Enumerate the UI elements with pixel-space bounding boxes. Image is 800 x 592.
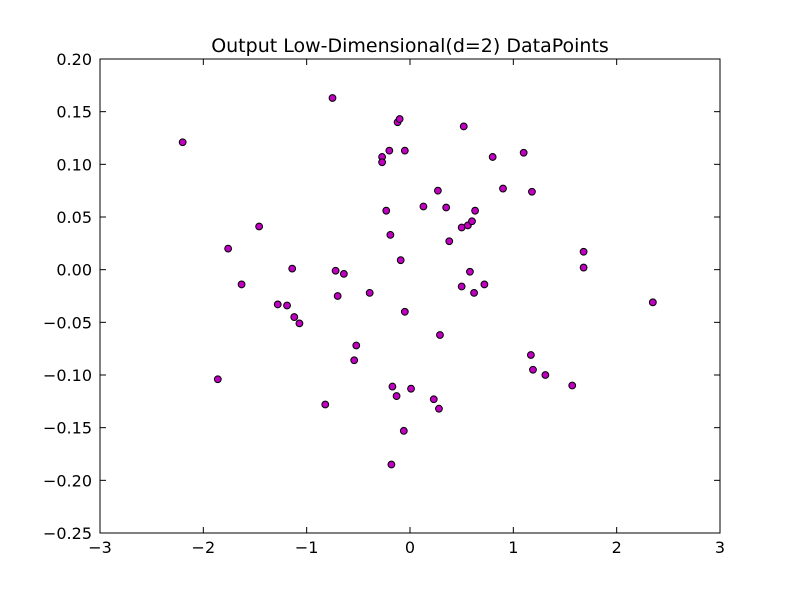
y-tick-label: −0.25	[43, 524, 92, 543]
data-point	[399, 426, 408, 435]
data-point	[541, 371, 550, 379]
data-point	[213, 375, 222, 384]
y-tick-label: −0.05	[43, 313, 92, 332]
data-point	[396, 256, 405, 265]
plot-area	[99, 58, 721, 534]
axis-ticks: −3 −2 −1 0 1 2 3 −0.25 −0.20 −0.15 −0.10 −0.05 0.00 0…	[43, 50, 725, 557]
data-point	[442, 203, 451, 212]
data-point	[290, 313, 299, 321]
data-point	[378, 158, 387, 167]
data-point	[321, 400, 330, 409]
data-points	[178, 94, 657, 469]
y-tick-label: −0.10	[43, 366, 92, 385]
data-point	[529, 365, 537, 374]
data-point	[488, 153, 497, 161]
x-tick-label: 1	[508, 538, 518, 557]
data-point	[407, 384, 415, 393]
y-tick-label: 0.20	[56, 50, 92, 69]
data-point	[527, 351, 535, 359]
x-tick-label: 2	[612, 538, 622, 557]
chart-title: Output Low-Dimensional(d=2) DataPoints	[211, 35, 609, 57]
data-point	[429, 395, 438, 404]
data-point	[419, 202, 428, 211]
data-point	[350, 356, 359, 365]
data-point	[579, 263, 588, 272]
data-point	[339, 269, 348, 278]
data-point	[237, 280, 246, 289]
y-tick-label: 0.05	[56, 208, 92, 227]
data-point	[255, 222, 264, 231]
data-point	[328, 94, 337, 102]
x-tick-label: 3	[715, 538, 725, 557]
data-point	[499, 184, 507, 193]
y-tick-label: −0.15	[43, 419, 92, 438]
data-point	[435, 404, 443, 413]
data-point	[224, 244, 233, 253]
data-point	[386, 231, 395, 239]
data-point	[528, 187, 536, 196]
x-tick-label: −3	[88, 538, 112, 557]
data-point	[400, 307, 409, 316]
data-point	[387, 460, 396, 469]
data-point	[392, 392, 401, 400]
data-point	[385, 146, 394, 155]
data-point	[466, 267, 474, 276]
data-point	[648, 298, 657, 307]
data-point	[436, 331, 444, 339]
data-point	[395, 115, 404, 123]
data-point	[470, 288, 478, 297]
data-point	[480, 280, 489, 289]
data-point	[579, 247, 588, 256]
data-point	[457, 282, 466, 291]
data-point	[434, 186, 442, 195]
data-point	[445, 237, 454, 246]
y-tick-label: 0.15	[56, 103, 92, 122]
data-point	[519, 148, 528, 157]
data-point	[365, 288, 374, 297]
data-point	[295, 319, 304, 328]
data-point	[333, 292, 342, 300]
data-point	[352, 341, 361, 350]
x-tick-label: −1	[295, 538, 319, 557]
x-tick-label: −2	[192, 538, 216, 557]
data-point	[273, 300, 282, 309]
x-tick-label: 0	[405, 538, 415, 557]
data-point	[283, 301, 291, 310]
data-point	[459, 122, 468, 131]
data-point	[331, 266, 340, 275]
data-point	[400, 146, 409, 155]
data-point	[288, 264, 297, 273]
y-tick-label: −0.20	[43, 471, 92, 490]
data-point	[568, 381, 577, 390]
data-point	[382, 206, 391, 215]
data-point	[388, 382, 397, 391]
y-tick-label: 0.10	[56, 155, 92, 174]
data-point	[468, 217, 476, 226]
data-point	[178, 138, 187, 147]
y-tick-label: 0.00	[56, 261, 92, 280]
data-point	[471, 206, 480, 215]
